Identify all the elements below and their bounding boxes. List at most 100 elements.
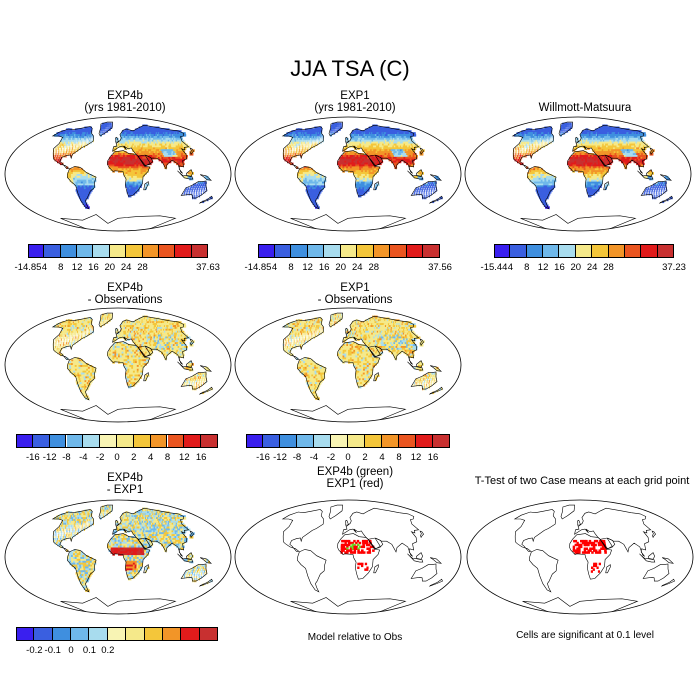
grid-cell <box>89 126 92 129</box>
grid-cell <box>590 162 594 166</box>
grid-cell <box>546 132 549 135</box>
grid-cell <box>532 141 534 145</box>
grid-cell <box>396 156 400 160</box>
grid-cell <box>196 185 198 188</box>
grid-cell <box>91 134 93 137</box>
grid-cell <box>351 130 354 133</box>
grid-cell <box>130 158 133 162</box>
grid-cell <box>353 164 356 167</box>
grid-cell <box>306 147 308 150</box>
grid-cell <box>594 175 598 179</box>
grid-cell <box>79 141 81 145</box>
grid-cell <box>66 137 69 141</box>
grid-cell <box>362 162 366 166</box>
grid-cell <box>89 134 91 137</box>
grid-cell <box>75 149 77 152</box>
grid-cell <box>522 147 524 150</box>
grid-cell <box>383 155 387 158</box>
grid-cell <box>419 170 422 173</box>
grid-cell <box>135 189 138 192</box>
grid-cell <box>78 175 82 179</box>
grid-cell <box>365 149 368 152</box>
grid-cell <box>286 155 288 158</box>
grid-cell <box>602 151 606 154</box>
grid-cell <box>599 147 603 150</box>
grid-cell <box>523 143 525 147</box>
grid-cell <box>346 151 349 154</box>
grid-cell <box>529 134 532 137</box>
grid-cell <box>410 164 414 167</box>
grid-cell <box>103 132 105 135</box>
grid-cell <box>311 185 315 188</box>
grid-cell <box>140 183 143 186</box>
grid-cell <box>361 166 364 169</box>
grid-cell <box>296 145 297 148</box>
grid-cell <box>323 175 326 179</box>
grid-cell <box>146 170 149 173</box>
grid-cell <box>546 130 549 133</box>
grid-cell <box>605 155 609 158</box>
grid-cell <box>346 139 349 143</box>
grid-cell <box>131 191 134 194</box>
coastline-eurasia <box>342 124 420 174</box>
grid-cell <box>575 139 578 143</box>
grid-cell <box>124 153 128 156</box>
grid-cell <box>299 153 301 156</box>
grid-cell <box>119 141 122 145</box>
grid-cell <box>140 172 144 175</box>
grid-cell <box>410 160 414 164</box>
grid-cell <box>197 185 200 188</box>
grid-cell <box>585 177 588 181</box>
grid-cell <box>133 170 136 173</box>
grid-cell <box>367 160 371 164</box>
grid-cell <box>71 177 74 181</box>
grid-cell <box>355 158 358 162</box>
grid-cell <box>572 164 575 167</box>
grid-cell <box>142 166 145 169</box>
grid-cell <box>142 151 146 154</box>
grid-cell <box>366 183 369 186</box>
grid-cell <box>567 160 570 164</box>
grid-cell <box>134 187 137 190</box>
grid-cell <box>426 187 429 190</box>
grid-cell <box>622 160 626 164</box>
grid-cell <box>542 177 545 181</box>
grid-cell <box>348 155 351 158</box>
grid-cell <box>405 130 412 133</box>
grid-cell <box>356 189 359 192</box>
grid-cell <box>133 175 136 179</box>
grid-cell <box>297 149 299 152</box>
grid-cell <box>86 137 88 141</box>
grid-cell <box>302 147 303 150</box>
grid-cell <box>364 145 367 148</box>
grid-cell <box>290 139 293 143</box>
grid-cell <box>140 149 143 152</box>
grid-cell <box>355 179 358 183</box>
grid-cell <box>533 145 535 148</box>
grid-cell <box>69 168 72 171</box>
grid-cell <box>304 134 306 137</box>
grid-cell <box>359 172 362 175</box>
grid-cell <box>339 126 341 129</box>
grid-cell <box>524 149 526 152</box>
grid-cell <box>546 174 549 177</box>
grid-cell <box>523 153 525 156</box>
grid-cell <box>341 124 342 128</box>
grid-cell <box>560 126 562 129</box>
grid-cell <box>302 175 306 179</box>
grid-cell <box>373 162 377 166</box>
grid-cell <box>284 149 286 152</box>
grid-cell <box>598 170 602 173</box>
grid-cell <box>318 134 320 137</box>
grid-cell <box>349 156 353 160</box>
grid-cell <box>391 156 395 160</box>
grid-cell <box>546 175 549 179</box>
grid-cell <box>528 136 530 139</box>
grid-cell <box>123 166 127 169</box>
grid-cell <box>353 137 356 141</box>
grid-cell <box>310 187 314 190</box>
grid-cell <box>338 124 339 128</box>
grid-cell <box>333 122 335 126</box>
grid-cell <box>127 164 130 167</box>
grid-cell <box>298 136 300 139</box>
